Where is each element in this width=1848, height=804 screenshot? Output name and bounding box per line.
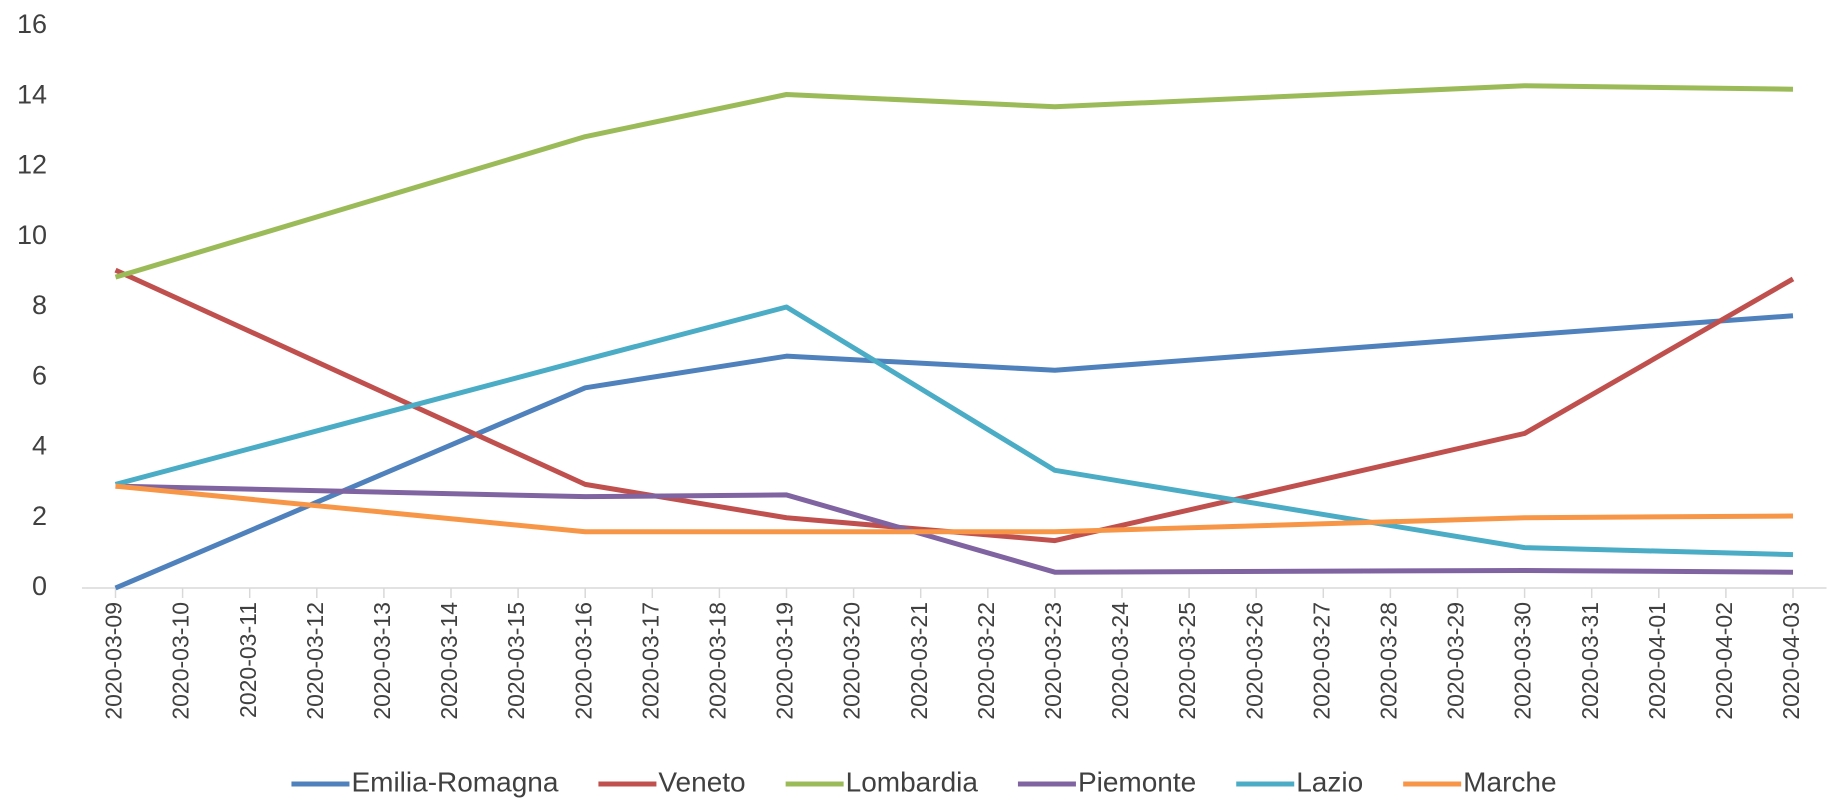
x-tick-label: 2020-03-24 bbox=[1107, 602, 1133, 720]
x-tick-label: 2020-03-20 bbox=[839, 602, 865, 720]
legend-label: Lazio bbox=[1296, 766, 1363, 797]
y-tick-label: 4 bbox=[32, 431, 47, 461]
x-tick-label: 2020-03-29 bbox=[1443, 602, 1469, 720]
legend: Emilia-Romagna Veneto Lombardia Piemonte Laz… bbox=[291, 766, 1557, 797]
legend-label: Lombardia bbox=[846, 766, 979, 797]
x-tick-label: 2020-03-19 bbox=[772, 602, 798, 720]
x-tick-label: 2020-03-17 bbox=[637, 602, 663, 720]
x-tick-label: 2020-04-02 bbox=[1711, 602, 1737, 720]
x-tick-label: 2020-04-01 bbox=[1644, 602, 1670, 720]
x-tick-label: 2020-03-13 bbox=[369, 602, 395, 720]
legend-item: Emilia-Romagna bbox=[291, 766, 559, 797]
x-tick-label: 2020-03-25 bbox=[1174, 602, 1200, 720]
series-line bbox=[115, 483, 1794, 575]
x-tick-label: 2020-03-26 bbox=[1241, 602, 1267, 720]
x-tick-label: 2020-03-12 bbox=[302, 602, 328, 720]
x-tick-label: 2020-03-22 bbox=[973, 602, 999, 720]
x-tick-label: 2020-03-31 bbox=[1577, 602, 1603, 720]
y-tick-label: 6 bbox=[32, 360, 47, 390]
x-tick-label: 2020-03-28 bbox=[1375, 602, 1401, 720]
x-tick-label: 2020-03-11 bbox=[235, 602, 261, 718]
x-tick-label: 2020-03-27 bbox=[1308, 602, 1334, 720]
legend-label: Marche bbox=[1463, 766, 1556, 797]
y-tick-label: 8 bbox=[32, 290, 47, 320]
legend-item: Lombardia bbox=[785, 766, 979, 797]
y-tick-label: 16 bbox=[17, 9, 47, 39]
y-tick-label: 10 bbox=[17, 220, 47, 250]
legend-item: Piemonte bbox=[1017, 766, 1196, 797]
x-tick-label: 2020-03-18 bbox=[704, 602, 730, 720]
legend-item: Veneto bbox=[598, 766, 746, 797]
series-line bbox=[114, 304, 1794, 558]
x-tick-label: 2020-03-23 bbox=[1040, 602, 1066, 720]
series-line bbox=[114, 313, 1794, 591]
x-tick-label: 2020-03-09 bbox=[101, 602, 127, 720]
series-line bbox=[114, 83, 1794, 280]
x-tick-label: 2020-04-03 bbox=[1778, 602, 1804, 720]
y-tick-label: 14 bbox=[17, 79, 47, 109]
legend-label: Emilia-Romagna bbox=[351, 766, 558, 797]
x-tick-label: 2020-03-16 bbox=[570, 602, 596, 720]
x-tick-label: 2020-03-10 bbox=[168, 602, 194, 720]
series-line bbox=[115, 483, 1794, 535]
y-tick-label: 12 bbox=[17, 150, 47, 180]
x-tick-label: 2020-03-14 bbox=[436, 602, 462, 720]
legend-item: Marche bbox=[1403, 766, 1557, 797]
y-tick-label: 0 bbox=[32, 571, 47, 601]
x-tick-label: 2020-03-15 bbox=[503, 602, 529, 720]
x-tick-label: 2020-03-21 bbox=[906, 602, 932, 720]
x-tick-label: 2020-03-30 bbox=[1510, 602, 1536, 720]
legend-label: Piemonte bbox=[1078, 766, 1196, 797]
y-tick-label: 2 bbox=[32, 501, 47, 531]
series-line bbox=[114, 267, 1795, 544]
legend-label: Veneto bbox=[658, 766, 745, 797]
legend-item: Lazio bbox=[1236, 766, 1363, 797]
